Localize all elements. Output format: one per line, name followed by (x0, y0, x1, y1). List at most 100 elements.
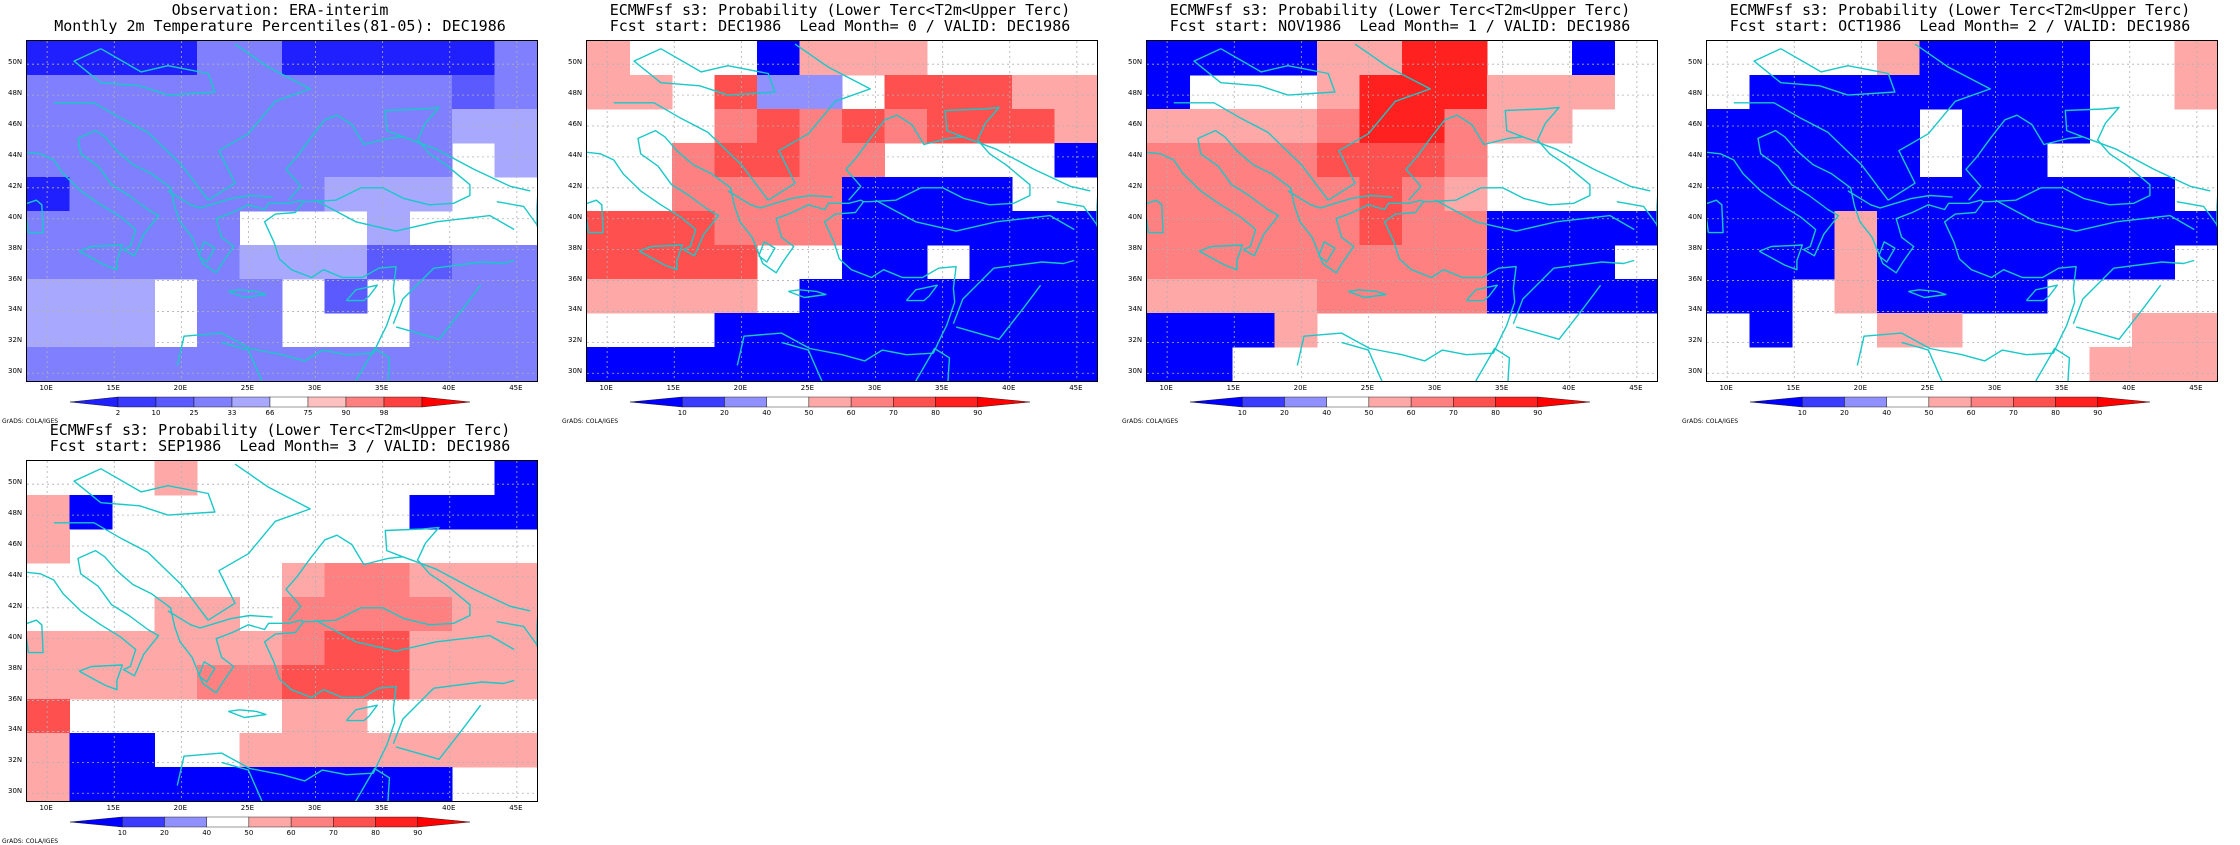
colorbar-label: 10 (1237, 409, 1247, 417)
colorbar-label: 70 (1448, 409, 1458, 417)
colorbar-label: 75 (303, 409, 313, 417)
grid-cell (884, 245, 928, 280)
grid-cell (969, 109, 1013, 144)
coastline (767, 43, 871, 201)
colorbar-segment (1802, 396, 1845, 408)
colorbar-label: 70 (328, 829, 338, 837)
grid-cell (1749, 143, 1793, 178)
grid-cell (1919, 41, 1963, 76)
grid-cell (1147, 143, 1190, 178)
grid-cell (1012, 75, 1055, 110)
coastline (1522, 136, 1651, 192)
colorbar-segment (2097, 396, 2150, 408)
colorbar-segment (122, 816, 165, 828)
grid-cell (324, 563, 368, 598)
grid-cell (452, 313, 495, 348)
coastline (345, 704, 378, 722)
grid-cell (452, 597, 495, 632)
grid-cell (672, 245, 715, 280)
grid-cell (1012, 313, 1055, 348)
coastline (1515, 284, 1602, 340)
lon-label: 45E (509, 804, 523, 812)
coastline (952, 259, 1075, 325)
panel-title-line1: ECMWFsf s3: Probability (Lower Terc<T2m<… (609, 1, 1071, 19)
grid-cell (1147, 279, 1190, 314)
grid-cell (27, 495, 70, 530)
grid-cell (1749, 75, 1793, 110)
coastline (1348, 289, 1387, 299)
grid-cell (69, 41, 113, 76)
coastline (315, 619, 515, 652)
grid-cell (1402, 211, 1445, 246)
grid-cell (27, 41, 70, 76)
grid-cell (757, 41, 800, 76)
grid-cell (112, 733, 155, 768)
grid-cell (714, 245, 758, 280)
lon-label: 35E (1494, 384, 1509, 392)
colorbar (1750, 396, 2150, 408)
colorbar-label: 20 (719, 409, 729, 417)
grid-cell (27, 699, 70, 734)
grid-cell (494, 347, 537, 381)
grid-cell (1487, 75, 1530, 110)
grid-cell (757, 143, 800, 178)
lat-label: 34N (1128, 305, 1143, 314)
grid-cell (69, 75, 113, 110)
grid-cell (1614, 279, 1657, 314)
lat-label: 32N (8, 756, 23, 765)
lat-label: 34N (8, 725, 23, 734)
colorbar-label: 20 (159, 829, 169, 837)
map-svg (587, 41, 1097, 381)
grid-cell (714, 313, 758, 348)
grid-cell (1792, 177, 1835, 212)
lat-label: 42N (1128, 181, 1143, 190)
lat-label: 48N (8, 89, 23, 98)
coastline (221, 761, 263, 801)
grid-cell (1487, 211, 1530, 246)
grid-cell (799, 347, 843, 381)
map-panel-lead3: ECMWFsf s3: Probability (Lower Terc<T2m<… (0, 420, 560, 845)
grid-cell (324, 75, 368, 110)
lon-label: 10E (1719, 384, 1733, 392)
colorbar-label: 98 (379, 409, 389, 417)
coastline (496, 621, 537, 646)
grid-cell (27, 245, 70, 280)
grid-cell (409, 631, 453, 666)
grid-cell (757, 347, 800, 381)
coastline (613, 102, 769, 201)
colorbar-segment (345, 396, 385, 408)
grid-cell (494, 563, 537, 598)
grid-cell (1317, 143, 1360, 178)
colorbar-segment (1326, 396, 1370, 408)
lon-label: 15E (1786, 384, 1800, 392)
grid-cell (714, 279, 758, 314)
colorbar-label: 80 (931, 409, 941, 417)
grid-cell (367, 665, 410, 700)
grid-cell (2004, 41, 2048, 76)
colorbar-segment (417, 816, 470, 828)
grid-cell (1054, 75, 1097, 110)
grid-cell (324, 41, 368, 76)
grid-cell (409, 563, 453, 598)
grid-cell (1274, 211, 1318, 246)
coastline (2035, 347, 2071, 381)
grid-cell (1877, 313, 1920, 348)
colorbar (70, 816, 470, 828)
grid-cell (1444, 41, 1488, 76)
coastline (1616, 201, 1657, 226)
coastline (496, 201, 537, 226)
colorbar-label: 80 (371, 829, 381, 837)
grid-cell (367, 143, 410, 178)
grid-cell (27, 733, 70, 768)
grid-cell (1962, 41, 2005, 76)
coastline (198, 661, 216, 683)
lat-label: 40N (8, 212, 23, 221)
colorbar-segment (1410, 396, 1454, 408)
coastline (1405, 106, 1591, 206)
coastline (962, 136, 1091, 192)
map-panel-lead1: ECMWFsf s3: Probability (Lower Terc<T2m<… (1120, 0, 1680, 425)
grid-cell (112, 245, 155, 280)
grid-cell (409, 665, 453, 700)
colorbar-segment (1750, 396, 1803, 408)
lon-label: 35E (934, 384, 949, 392)
